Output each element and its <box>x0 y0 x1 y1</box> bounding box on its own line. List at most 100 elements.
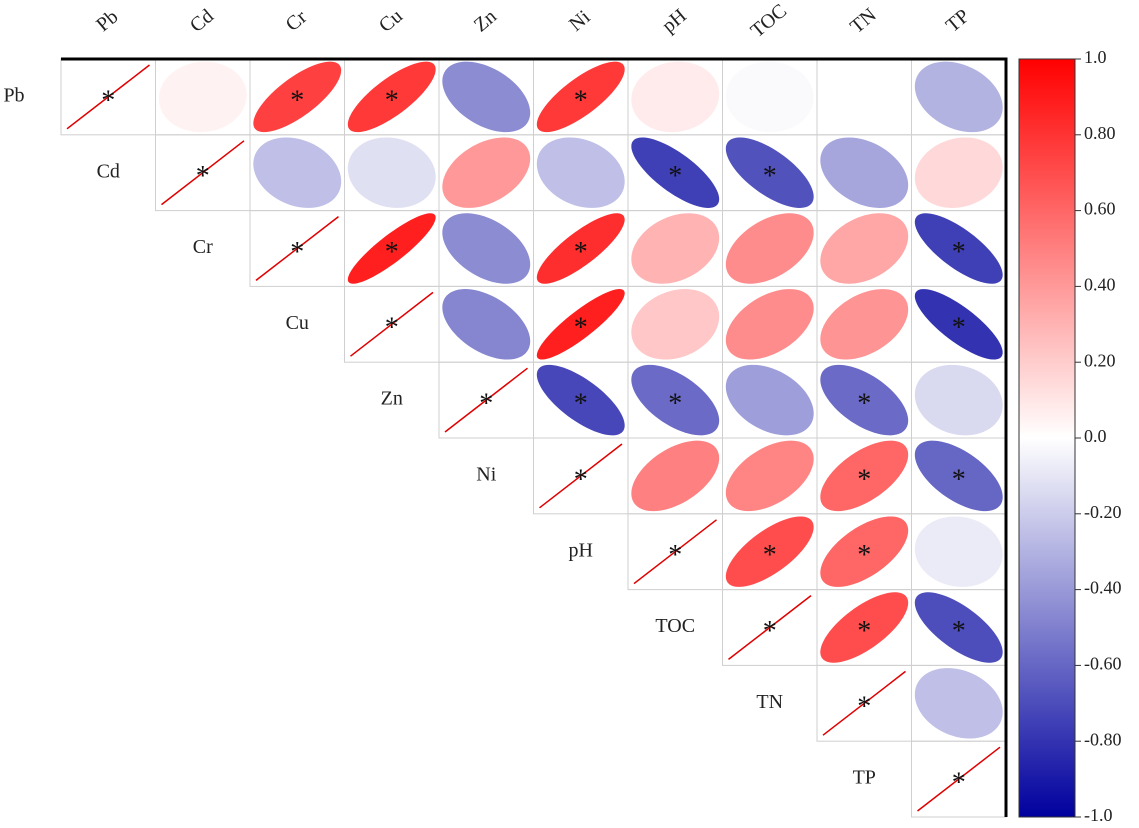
significance-mark: * <box>952 237 966 268</box>
row-label: Ni <box>476 463 496 485</box>
column-label: Pb <box>92 6 122 36</box>
significance-mark: * <box>952 464 966 495</box>
diagonal-line <box>539 443 623 509</box>
ellipse <box>631 440 720 512</box>
significance-mark: * <box>574 313 588 344</box>
row-label: pH <box>569 539 593 561</box>
significance-mark: * <box>101 85 115 116</box>
ellipse <box>631 61 720 133</box>
significance-mark: * <box>857 692 871 723</box>
colorbar-tick-label: -0.20 <box>1084 502 1122 522</box>
ellipse <box>442 289 531 360</box>
ellipse <box>442 137 531 208</box>
ellipse <box>914 668 1003 739</box>
significance-mark: * <box>857 464 871 495</box>
diagonal-line <box>444 367 528 433</box>
colorbar-tick-label: 0.80 <box>1084 123 1116 143</box>
colorbar-tick-label: 0.40 <box>1084 275 1116 295</box>
colorbar-tick-label: -0.40 <box>1084 578 1122 598</box>
ellipse <box>442 213 531 284</box>
diagonal-line <box>66 64 150 130</box>
ellipse <box>536 213 625 284</box>
column-label: TOC <box>747 0 792 42</box>
column-label: TP <box>942 5 974 37</box>
significance-mark: * <box>857 389 871 420</box>
ellipse <box>536 137 625 208</box>
significance-mark: * <box>857 616 871 647</box>
ellipse <box>536 364 625 436</box>
ellipse <box>631 137 720 208</box>
ellipse <box>725 61 814 133</box>
ellipse <box>631 213 720 284</box>
ellipse <box>820 137 909 208</box>
ellipse <box>820 289 909 360</box>
ellipse <box>820 213 909 284</box>
colorbar-tick-label: 0.0 <box>1084 426 1107 446</box>
ellipse <box>725 516 814 587</box>
row-label: Pb <box>3 84 24 106</box>
diagonal-line <box>728 595 812 660</box>
ellipse <box>725 289 814 360</box>
ellipse <box>725 137 814 208</box>
colorbar-tick-label: 0.20 <box>1084 350 1116 370</box>
colorbar-tick-label: 0.60 <box>1084 199 1116 219</box>
ellipse <box>631 364 720 436</box>
column-label: TN <box>846 4 881 38</box>
diagonal-line <box>822 670 906 736</box>
significance-mark: * <box>574 85 588 116</box>
significance-mark: * <box>668 389 682 420</box>
ellipse <box>820 440 909 512</box>
ellipse <box>820 364 909 436</box>
colorbar-tick-label: 1.0 <box>1084 47 1107 67</box>
ellipse <box>347 137 436 208</box>
column-label: Cd <box>186 5 218 37</box>
diagonal-line <box>255 216 339 281</box>
ellipse <box>725 213 814 284</box>
row-label: TOC <box>655 615 695 637</box>
significance-mark: * <box>385 237 399 268</box>
column-label: Cr <box>282 6 312 36</box>
significance-mark: * <box>763 616 777 647</box>
significance-mark: * <box>763 161 777 192</box>
ellipse <box>347 213 436 284</box>
significance-mark: * <box>763 540 777 571</box>
row-label: TP <box>853 767 876 789</box>
column-label: Ni <box>565 6 595 36</box>
significance-mark: * <box>857 540 871 571</box>
ellipse <box>253 137 342 208</box>
ellipse <box>820 61 909 133</box>
ellipse <box>158 61 247 133</box>
colorbar-tick-label: -0.60 <box>1084 654 1122 674</box>
significance-mark: * <box>952 768 966 799</box>
significance-mark: * <box>479 389 493 420</box>
significance-mark: * <box>668 540 682 571</box>
significance-mark: * <box>574 389 588 420</box>
significance-mark: * <box>385 313 399 344</box>
ellipse <box>914 61 1003 133</box>
ellipse <box>442 61 531 133</box>
row-label: Cr <box>193 236 213 258</box>
significance-mark: * <box>290 237 304 268</box>
ellipse <box>914 137 1003 208</box>
ellipse <box>914 516 1003 587</box>
ellipse <box>914 364 1003 436</box>
ellipse <box>536 289 625 360</box>
significance-mark: * <box>952 616 966 647</box>
significance-mark: * <box>574 237 588 268</box>
column-label: Zn <box>470 5 501 36</box>
diagonal-line <box>161 140 245 206</box>
colorbar-tick-label: -1.0 <box>1084 805 1113 825</box>
ellipse <box>536 61 625 133</box>
ellipse <box>914 440 1003 512</box>
diagonal-line <box>917 746 1001 812</box>
ellipse <box>253 61 342 133</box>
ellipse <box>914 213 1003 284</box>
colorbar-tick-label: -0.80 <box>1084 729 1122 749</box>
ellipse <box>725 364 814 436</box>
row-label: Cd <box>97 160 120 182</box>
ellipse <box>725 440 814 512</box>
ellipse <box>347 61 436 133</box>
diagonal-line <box>633 519 717 585</box>
diagonal-line <box>350 291 434 357</box>
